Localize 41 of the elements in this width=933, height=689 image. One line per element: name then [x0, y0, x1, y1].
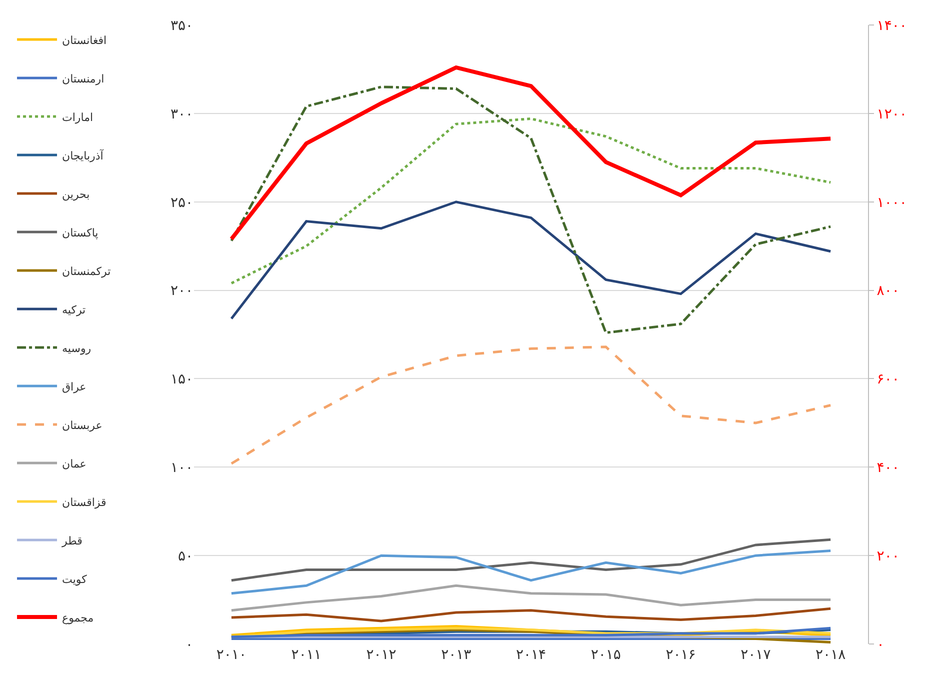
y2-tick-label: ۸۰۰ — [876, 283, 900, 300]
y-tick-label: ۰ — [185, 636, 193, 653]
legend-label: عراق — [62, 380, 86, 394]
y-tick-label: ۱۵۰ — [170, 372, 193, 388]
legend-label: قطر — [61, 534, 82, 548]
x-tick-label: ۲۰۱۷ — [740, 647, 772, 663]
legend-label: عربستان — [62, 418, 102, 432]
x-tick-label: ۲۰۱۰ — [216, 647, 246, 663]
legend-label: بحرین — [62, 188, 90, 201]
x-tick-label: ۲۰۱۴ — [516, 647, 546, 663]
y-tick-label: ۲۵۰ — [170, 194, 193, 211]
x-tick-label: ۲۰۱۶ — [666, 647, 696, 663]
y2-tick-label: ۴۰۰ — [876, 460, 900, 476]
legend-label: ترکیه — [62, 303, 86, 316]
legend-label: پاکستان — [62, 226, 98, 240]
legend-label: افغانستان — [62, 34, 107, 47]
legend-label: ارمنستان — [62, 72, 104, 86]
y2-tick-label: ۱۲۰۰ — [876, 106, 907, 122]
x-tick-label: ۲۰۱۵ — [590, 647, 621, 663]
legend-label: عمان — [62, 457, 86, 470]
y-tick-label: ۱۰۰ — [170, 460, 193, 476]
y2-tick-label: ۰ — [876, 636, 884, 653]
y2-tick-label: ۲۰۰ — [876, 548, 900, 564]
legend-label: ترکمنستان — [62, 264, 111, 278]
y2-tick-label: ۶۰۰ — [876, 372, 900, 388]
y-tick-label: ۳۵۰ — [170, 18, 193, 34]
y2-tick-label: ۱۰۰۰ — [876, 194, 907, 211]
y-tick-label: ۵۰ — [178, 548, 193, 564]
x-tick-label: ۲۰۱۲ — [366, 647, 396, 663]
x-tick-label: ۲۰۱۱ — [291, 647, 322, 663]
legend-label: مجموع — [62, 611, 94, 624]
y2-tick-label: ۱۴۰۰ — [876, 18, 907, 34]
legend-label: امارات — [62, 110, 94, 124]
legend-label: قزاقستان — [62, 496, 106, 509]
legend-label: کویت — [62, 572, 88, 586]
x-tick-label: ۲۰۱۳ — [441, 647, 472, 663]
legend-label: روسیه — [62, 342, 92, 355]
x-tick-label: ۲۰۱۸ — [816, 647, 846, 663]
legend-label: آذربایجان — [62, 148, 104, 162]
y-tick-label: ۲۰۰ — [170, 283, 193, 300]
y-tick-label: ۳۰۰ — [170, 106, 193, 122]
